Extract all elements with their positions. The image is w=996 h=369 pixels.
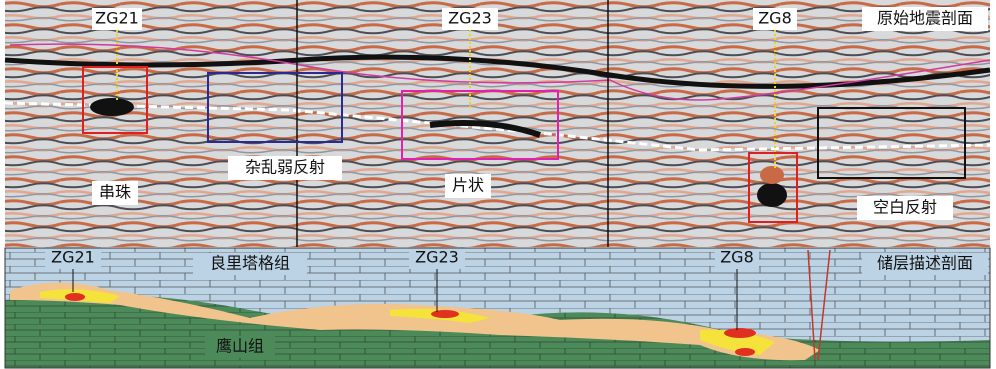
cave [431,310,459,318]
formation-label: 鹰山组 [216,337,264,356]
formation-label: 良里塔格组 [210,254,290,273]
well-label: ZG8 [758,9,792,28]
panel-title: 原始地震剖面 [877,9,973,28]
reservoir-panel: ZG21 ZG23 ZG8 良里塔格组 储层描述剖面 鹰山组 [5,247,990,368]
panel-title: 储层描述剖面 [877,254,973,273]
feature-label: 片状 [452,176,484,195]
cave [724,328,756,338]
seismic-panel: ZG21 ZG23 ZG8 原始地震剖面 串珠 杂乱弱反射 片状 空白反射 [5,0,990,247]
well-label: ZG21 [51,248,95,267]
bead-reflection [760,166,784,184]
figure: ZG21 ZG23 ZG8 原始地震剖面 串珠 杂乱弱反射 片状 空白反射 ZG… [0,0,996,369]
feature-label: 串珠 [99,183,131,202]
well-label: ZG21 [95,9,139,28]
cave [65,293,85,301]
cave [735,348,755,356]
well-label: ZG23 [415,248,459,267]
well-label: ZG8 [720,248,754,267]
feature-label: 空白反射 [873,198,937,217]
feature-label: 杂乱弱反射 [245,158,325,177]
bead-reflection [90,98,134,116]
well-label: ZG23 [448,9,492,28]
bead-reflection [757,183,787,207]
